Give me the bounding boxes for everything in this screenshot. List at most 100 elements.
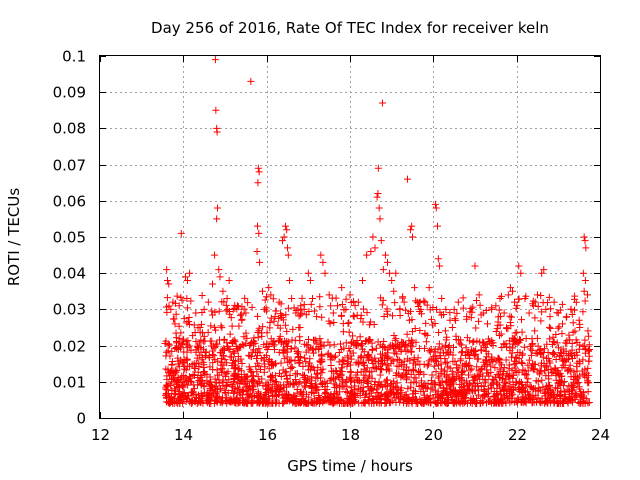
data-point-background	[321, 382, 329, 390]
data-point-background	[460, 367, 468, 375]
data-point-background	[380, 343, 388, 351]
data-point-background	[226, 346, 234, 354]
data-point	[411, 284, 419, 292]
data-point-background	[541, 367, 549, 375]
data-point-background	[251, 339, 259, 347]
data-point-background	[426, 306, 434, 314]
data-point-background	[168, 347, 176, 355]
data-point	[371, 244, 379, 252]
axis-ticks	[100, 56, 601, 419]
data-point-background	[217, 397, 225, 405]
data-point	[580, 287, 588, 295]
data-point-background	[310, 395, 318, 403]
data-point-background	[396, 386, 404, 394]
data-point-background	[168, 361, 176, 369]
data-point	[384, 258, 391, 266]
data-point-background	[441, 366, 449, 374]
data-point-background	[581, 365, 589, 373]
data-point-background	[575, 345, 583, 353]
data-point-background	[537, 317, 545, 325]
x-tick-label: 24	[591, 426, 610, 444]
data-point-background	[571, 351, 579, 359]
y-tick-label: 0.07	[53, 157, 86, 175]
data-point-background	[558, 300, 566, 308]
data-point-background	[466, 308, 474, 316]
data-point-background	[363, 309, 371, 317]
x-tick-label: 20	[424, 426, 443, 444]
data-point-background	[232, 342, 240, 350]
data-point-background	[175, 322, 183, 330]
data-point	[581, 237, 589, 245]
data-point-background	[313, 340, 321, 348]
data-point-background	[382, 361, 390, 369]
data-point	[432, 204, 440, 212]
data-point-background	[261, 363, 269, 371]
data-point-background	[173, 339, 181, 347]
data-point-background	[182, 366, 190, 374]
data-point	[165, 280, 173, 288]
data-point-background	[508, 313, 516, 321]
data-point-background	[581, 336, 589, 344]
data-point-background	[281, 347, 289, 355]
data-point-background	[407, 341, 415, 349]
data-point-background	[571, 395, 579, 403]
data-point-background	[302, 399, 310, 407]
data-point-background	[378, 301, 386, 309]
data-point-background	[459, 294, 467, 302]
data-point-background	[376, 381, 384, 389]
data-point	[309, 295, 316, 303]
data-point-background	[479, 338, 487, 346]
data-point-background	[411, 325, 419, 333]
data-point-background	[280, 387, 288, 395]
data-point-background	[497, 330, 505, 338]
data-point-background	[226, 330, 234, 338]
data-point-background	[390, 331, 398, 339]
data-point-background	[306, 359, 314, 367]
data-point-background	[289, 325, 297, 333]
data-point-background	[349, 312, 357, 320]
data-point	[254, 164, 262, 172]
data-point-background	[377, 366, 385, 374]
data-point-background	[547, 391, 555, 399]
data-point-background	[360, 398, 368, 406]
data-point-background	[525, 394, 533, 402]
x-axis-label: GPS time / hours	[287, 457, 413, 475]
data-point-background	[272, 396, 280, 404]
data-point	[284, 244, 291, 252]
data-point-background	[223, 396, 231, 404]
data-point-background	[199, 345, 207, 353]
data-point-background	[568, 311, 576, 319]
data-point	[163, 266, 171, 274]
data-point-background	[472, 400, 480, 408]
data-point-background	[333, 398, 341, 406]
data-point	[317, 251, 325, 259]
data-point-background	[217, 322, 225, 330]
data-point	[211, 56, 219, 64]
data-point-background	[246, 392, 254, 400]
data-point-background	[177, 293, 185, 301]
data-point-background	[553, 339, 561, 347]
data-point-background	[218, 368, 226, 376]
data-point-background	[444, 343, 452, 351]
data-point-background	[545, 293, 553, 301]
data-point	[488, 305, 496, 313]
data-point-background	[168, 357, 176, 365]
data-point-background	[332, 381, 340, 389]
data-point-background	[357, 311, 365, 319]
data-point-background	[407, 379, 415, 387]
data-point-background	[271, 346, 279, 354]
data-point-background	[440, 311, 448, 319]
data-point-background	[517, 358, 525, 366]
data-point	[538, 269, 546, 277]
data-point-background	[354, 341, 362, 349]
data-point-background	[511, 367, 519, 375]
data-point-background	[317, 338, 325, 346]
data-point-background	[413, 298, 421, 306]
data-point-background	[372, 398, 380, 406]
data-point-background	[560, 349, 568, 357]
data-point-background	[442, 378, 450, 386]
data-point-background	[488, 339, 496, 347]
data-point-background	[235, 322, 243, 330]
data-point-background	[391, 299, 399, 307]
data-point-background	[216, 398, 224, 406]
